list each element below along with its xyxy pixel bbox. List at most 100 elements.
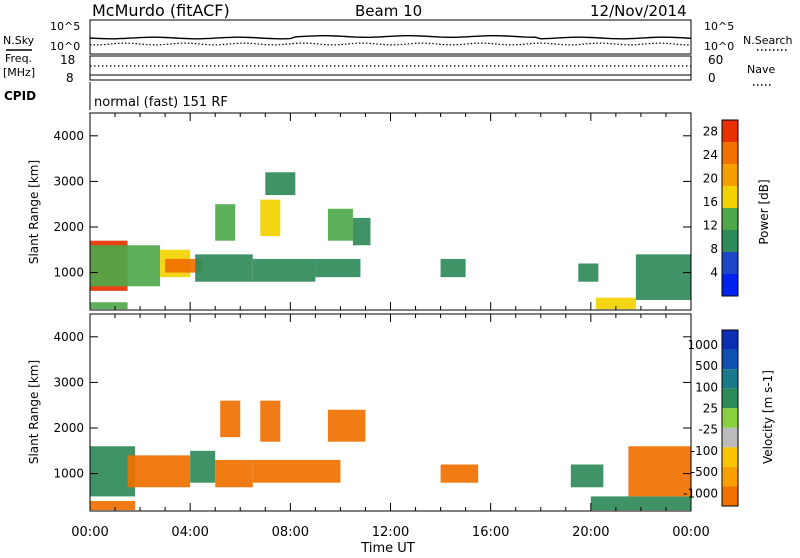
noise-panel-frame <box>89 19 692 55</box>
power-region-8 <box>252 258 316 282</box>
scale-top-right: 10^5 <box>704 20 734 33</box>
velocity-region-12 <box>628 446 691 497</box>
beam-title: Beam 10 <box>355 2 422 20</box>
velocity-colorbar-tick: -1000 <box>683 486 718 500</box>
velocity-region-10 <box>570 464 604 488</box>
velocity-colorbar-segment <box>722 486 738 506</box>
power-region-10 <box>327 208 353 241</box>
cpid-text: normal (fast) 151 RF <box>94 95 228 110</box>
freq-bottom: 8 <box>66 71 74 85</box>
power-colorbar-tick: 16 <box>703 195 718 209</box>
velocity-colorbar-tick: -100 <box>691 444 718 458</box>
power-colorbar-segment <box>722 274 738 296</box>
y-tick-label: 2000 <box>53 220 84 234</box>
power-colorbar-tick: 24 <box>703 148 718 162</box>
power-region-7 <box>265 172 296 196</box>
power-colorbar-segment <box>722 252 738 274</box>
power-region-15 <box>635 254 691 300</box>
power-colorbar-segment <box>722 186 738 208</box>
power-region-11 <box>352 217 371 246</box>
power-colorbar-segment <box>722 230 738 252</box>
nsky-trace <box>89 35 692 40</box>
cpid-label: CPID <box>4 89 36 103</box>
scale-bottom-left: 10^0 <box>50 40 80 53</box>
velocity-region-2 <box>190 450 216 483</box>
power-region-3 <box>165 258 203 273</box>
x-tick-label: 00:00 <box>672 525 709 540</box>
y-tick-label: 4000 <box>53 330 84 344</box>
power-colorbar-tick: 28 <box>703 125 718 139</box>
power-region-9 <box>315 258 361 278</box>
x-tick-label: 12:00 <box>372 525 409 540</box>
velocity-colorbar-tick: 100 <box>695 380 718 394</box>
power-region-5 <box>215 204 236 241</box>
velocity-colorbar-tick: -25 <box>698 423 718 437</box>
y-tick-label: 3000 <box>53 174 84 188</box>
velocity-colorbar-segment <box>722 330 738 350</box>
velocity-colorbar-segment <box>722 466 738 487</box>
freq-panel-frame <box>89 55 692 81</box>
velocity-colorbar-segment <box>722 369 738 389</box>
velocity-region-6 <box>252 459 341 483</box>
power-region-14 <box>595 297 636 310</box>
velocity-colorbar-tick: 500 <box>695 359 718 373</box>
power-data <box>90 172 691 310</box>
freq-top: 18 <box>60 53 75 67</box>
power-region-16 <box>90 302 128 310</box>
station-title: McMurdo (fitACF) <box>92 1 230 20</box>
time-axis-label: Time UT <box>360 541 414 554</box>
y-tick-label: 3000 <box>53 375 84 389</box>
power-axes: 1000 2000 3000 4000 <box>53 113 692 310</box>
y-tick-label: 1000 <box>53 266 84 280</box>
power-colorbar-label: Power [dB] <box>757 179 771 244</box>
velocity-colorbar-segment <box>722 408 738 428</box>
velocity-colorbar-segment <box>722 427 738 448</box>
power-colorbar-tick: 20 <box>703 172 718 186</box>
power-region-4 <box>195 254 253 282</box>
nave-top: 60 <box>708 53 723 67</box>
power-colorbar-segment <box>722 164 738 186</box>
velocity-colorbar-tick: -500 <box>691 465 718 479</box>
nsky-label: N.Sky <box>3 34 35 47</box>
power-region-1 <box>90 245 161 287</box>
x-tick-label: 20:00 <box>572 525 609 540</box>
noise-lines <box>89 35 692 46</box>
scale-bottom-right: 10^0 <box>704 40 734 53</box>
velocity-region-11 <box>590 496 691 511</box>
power-ylabel: Slant Range [km] <box>27 160 41 264</box>
velocity-region-4 <box>220 400 241 438</box>
velocity-colorbar-segment <box>722 388 738 409</box>
nave-label: Nave <box>747 63 775 76</box>
velocity-data <box>90 400 691 511</box>
velocity-colorbar-segment <box>722 349 738 370</box>
time-axis-ticks: 00:00 04:00 08:00 12:00 16:00 20:00 00:00 <box>71 525 709 540</box>
velocity-colorbar-frame <box>721 329 739 507</box>
x-tick-label: 08:00 <box>272 525 309 540</box>
velocity-colorbar-tick: 25 <box>703 401 718 415</box>
velocity-colorbar: 1000 500 100 25 -25 -100 -500 -1000 <box>683 329 739 507</box>
nsearch-trace <box>89 42 691 46</box>
date-title: 12/Nov/2014 <box>590 2 687 20</box>
power-colorbar-tick: 12 <box>703 219 718 233</box>
velocity-region-9 <box>440 464 479 483</box>
velocity-region-5 <box>260 400 281 442</box>
velocity-colorbar-tick: 1000 <box>687 338 718 352</box>
velocity-ylabel: Slant Range [km] <box>27 360 41 464</box>
power-colorbar-frame <box>721 119 739 297</box>
x-tick-label: 16:00 <box>472 525 509 540</box>
nsearch-label: N.Search <box>743 34 793 47</box>
power-panel-frame <box>89 112 692 311</box>
x-tick-label: 00:00 <box>71 525 108 540</box>
power-region-6 <box>260 199 281 237</box>
freq-unit: [MHz] <box>3 66 35 79</box>
scale-top-left: 10^5 <box>50 20 80 33</box>
power-region-12 <box>440 258 466 278</box>
power-colorbar-segment <box>722 120 738 142</box>
x-tick-label: 04:00 <box>171 525 208 540</box>
velocity-region-1 <box>127 455 191 488</box>
power-colorbar-segment <box>722 142 738 164</box>
velocity-region-7 <box>327 409 366 442</box>
power-colorbar-tick: 4 <box>710 266 718 280</box>
